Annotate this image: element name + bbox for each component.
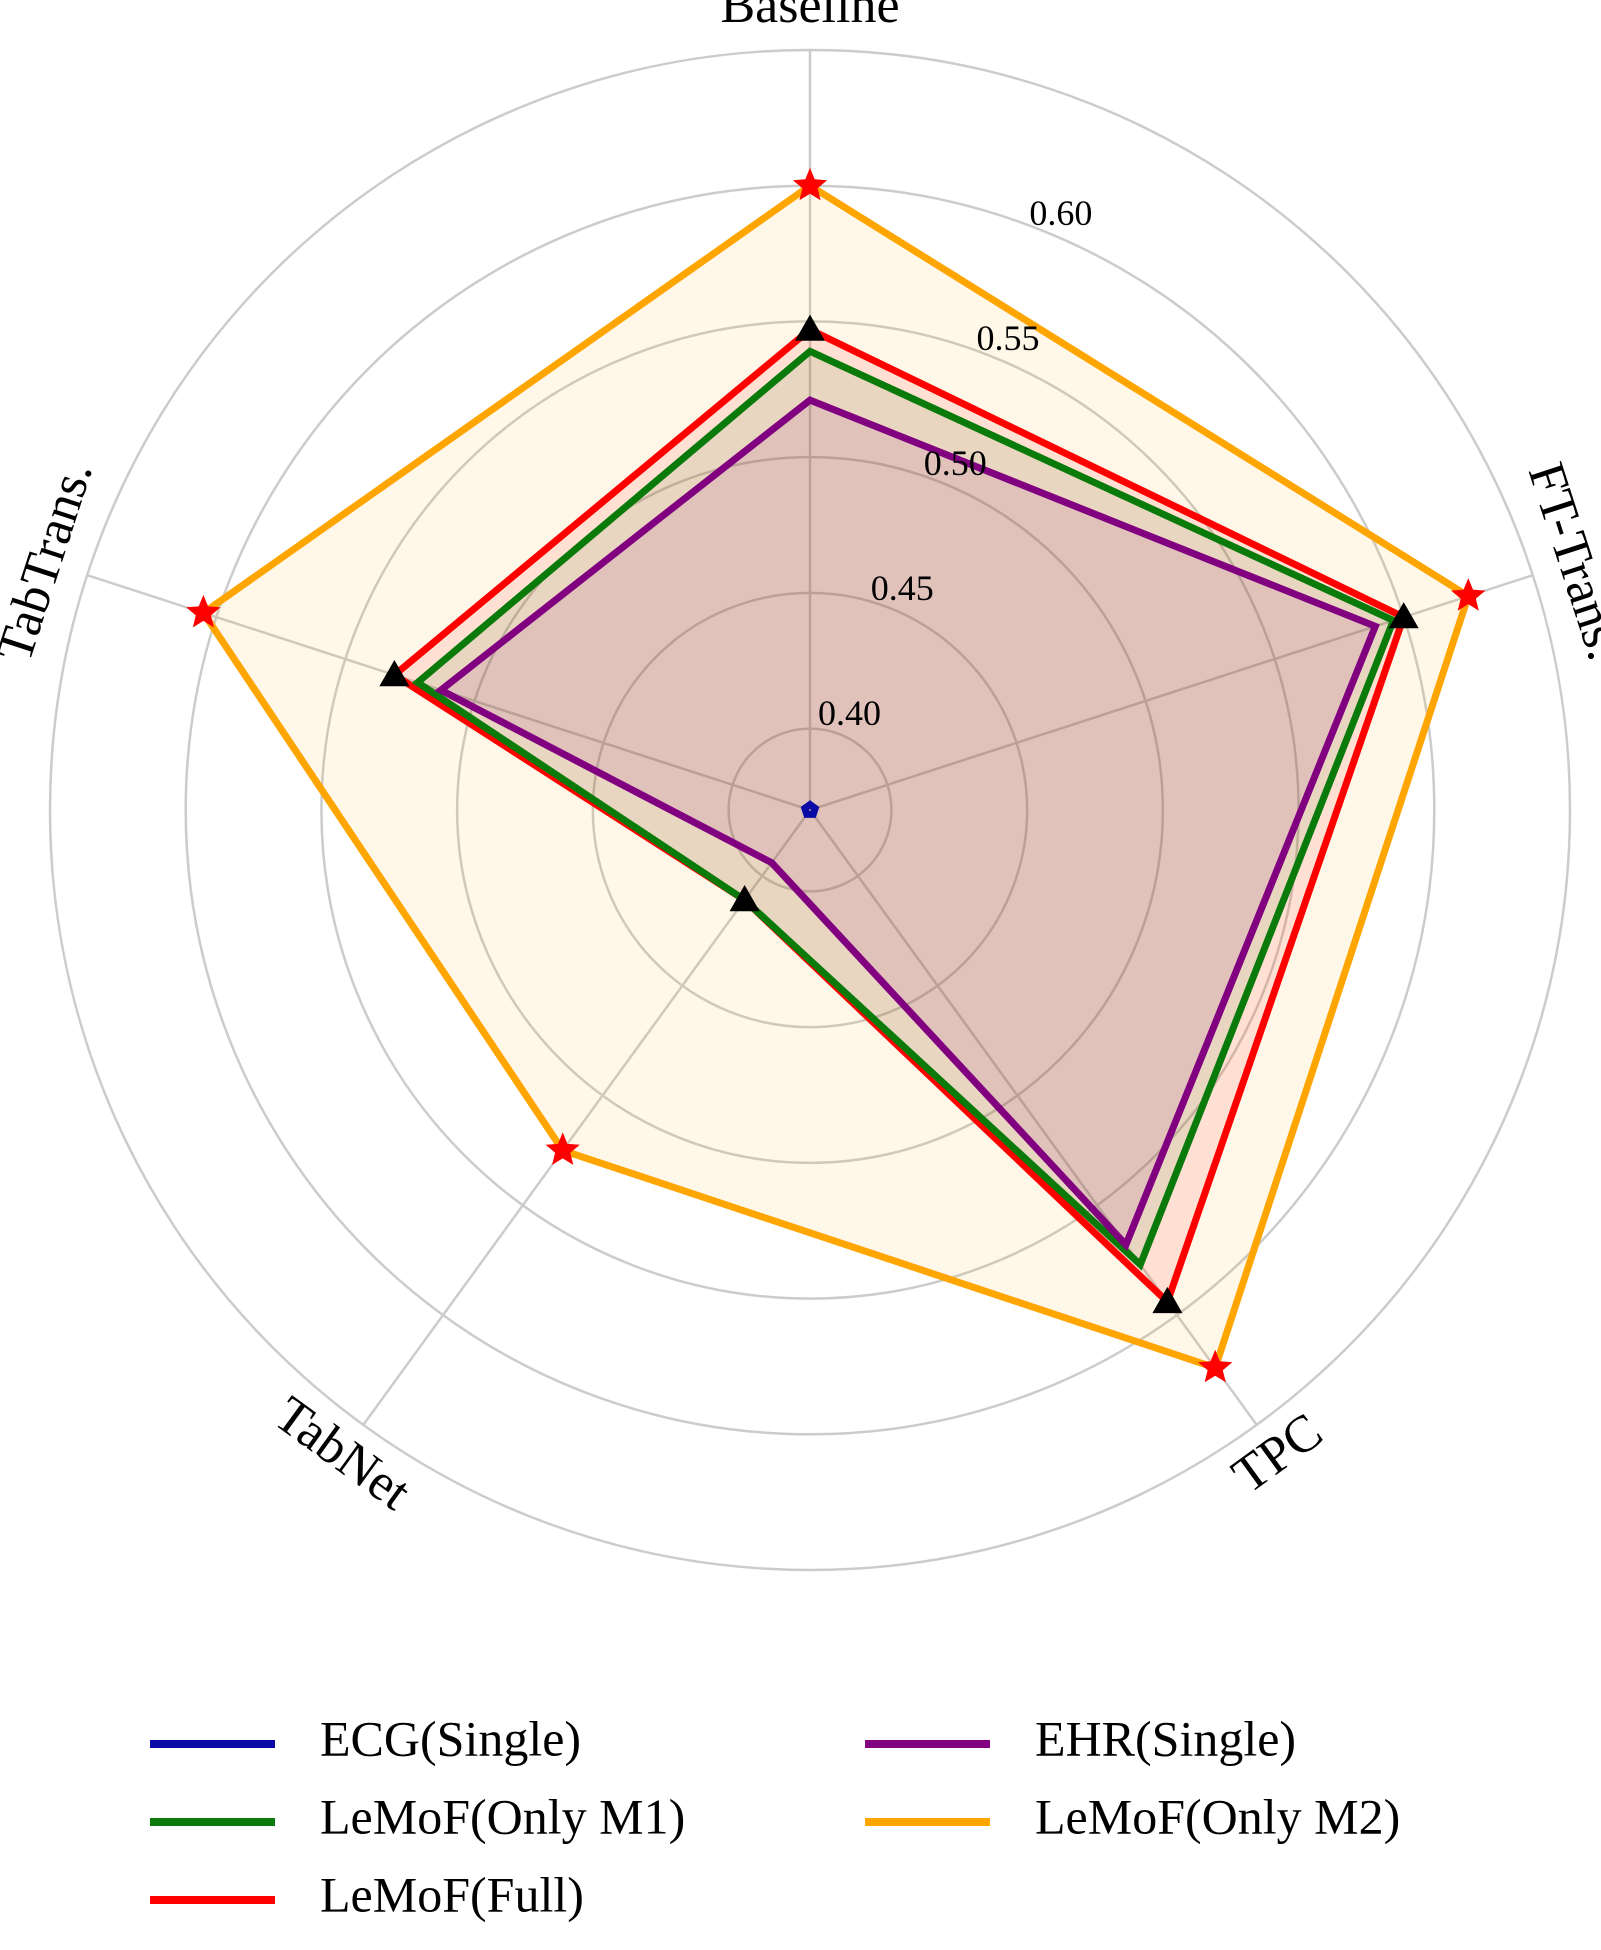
legend: ECG(Single) EHR(Single) LeMoF(Only M1) LeMo…	[150, 1710, 1400, 1922]
series-fill-lemof-full	[394, 329, 1404, 1302]
star-marker	[1198, 1349, 1233, 1383]
star-marker	[545, 1132, 580, 1165]
radial-tick-label: 0.60	[1029, 193, 1092, 233]
triangle-marker	[795, 314, 825, 341]
series-line-lemof-only-m2	[198, 181, 1473, 1373]
series-fill-lemof-only-m1	[417, 351, 1394, 1265]
series-line-lemof-only-m1	[411, 347, 1398, 1271]
legend-label-ecg-single: ECG(Single)	[320, 1710, 581, 1766]
radial-tick-label: 0.50	[924, 443, 987, 483]
grid-spoke	[809, 573, 1534, 812]
radial-tick-label: 0.45	[871, 568, 934, 608]
star-marker	[1451, 578, 1486, 611]
series-fill-ehr-single	[440, 400, 1376, 1245]
series-line-ehr-single	[434, 396, 1380, 1252]
series-line-lemof-full	[388, 325, 1409, 1309]
legend-label-lemof-full: LeMoF(Full)	[320, 1866, 584, 1922]
triangle-marker	[1388, 602, 1419, 629]
series-fill-lemof-only-m2	[203, 185, 1469, 1368]
grid-spoke	[362, 809, 812, 1426]
axis-label-tpc: TPC	[1222, 1402, 1333, 1504]
axis-label-tabnet: TabNet	[264, 1386, 421, 1522]
triangle-marker	[729, 885, 760, 912]
radial-tick-label: 0.40	[818, 693, 881, 733]
grid-spoke	[808, 809, 1258, 1426]
legend-label-lemof-only-m1: LeMoF(Only M1)	[320, 1788, 685, 1844]
triangle-marker	[1152, 1286, 1183, 1314]
star-marker	[792, 167, 828, 201]
radial-tick-labels: 0.40 0.45 0.50 0.55 0.60	[818, 193, 1092, 733]
series-line-ecg-single	[800, 800, 820, 818]
legend-label-ehr-single: EHR(Single)	[1035, 1710, 1296, 1766]
series-markers	[186, 167, 1486, 1383]
star-marker	[186, 594, 221, 628]
radial-tick-label: 0.55	[977, 318, 1040, 358]
axis-label-tabtrans: TabTrans.	[0, 454, 104, 668]
triangle-marker	[379, 660, 410, 687]
legend-label-lemof-only-m2: LeMoF(Only M2)	[1035, 1788, 1400, 1844]
series-fills	[203, 185, 1469, 1368]
series-lines	[198, 181, 1473, 1373]
axis-label-baseline: Baseline	[720, 0, 899, 34]
